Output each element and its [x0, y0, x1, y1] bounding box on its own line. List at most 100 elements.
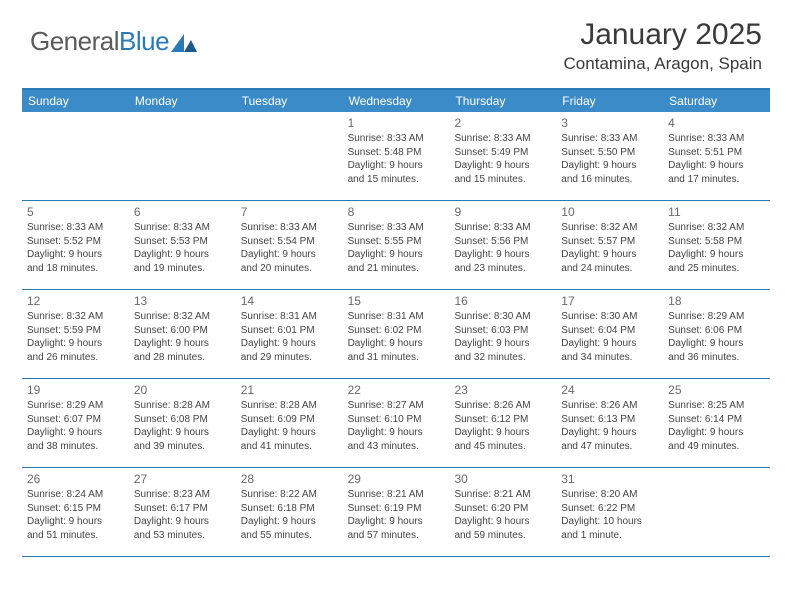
daylight-line-2: and 15 minutes.: [348, 173, 445, 187]
daylight-line-1: Daylight: 9 hours: [454, 426, 551, 440]
day-cell: 15Sunrise: 8:31 AMSunset: 6:02 PMDayligh…: [343, 290, 450, 378]
day-number: 5: [27, 204, 124, 220]
daylight-line-1: Daylight: 9 hours: [561, 426, 658, 440]
sunset-line: Sunset: 6:18 PM: [241, 502, 338, 516]
daylight-line-2: and 25 minutes.: [668, 262, 765, 276]
daylight-line-1: Daylight: 9 hours: [134, 515, 231, 529]
daylight-line-2: and 34 minutes.: [561, 351, 658, 365]
daylight-line-1: Daylight: 9 hours: [561, 159, 658, 173]
day-number: 18: [668, 293, 765, 309]
sunset-line: Sunset: 6:03 PM: [454, 324, 551, 338]
day-number: 16: [454, 293, 551, 309]
day-cell: 28Sunrise: 8:22 AMSunset: 6:18 PMDayligh…: [236, 468, 343, 556]
daylight-line-2: and 16 minutes.: [561, 173, 658, 187]
weekday-tuesday: Tuesday: [236, 90, 343, 112]
day-cell: 17Sunrise: 8:30 AMSunset: 6:04 PMDayligh…: [556, 290, 663, 378]
daylight-line-1: Daylight: 9 hours: [668, 337, 765, 351]
day-number: 27: [134, 471, 231, 487]
day-cell: 1Sunrise: 8:33 AMSunset: 5:48 PMDaylight…: [343, 112, 450, 200]
day-cell: 19Sunrise: 8:29 AMSunset: 6:07 PMDayligh…: [22, 379, 129, 467]
sunrise-line: Sunrise: 8:33 AM: [27, 221, 124, 235]
sunset-line: Sunset: 6:09 PM: [241, 413, 338, 427]
day-cell: 10Sunrise: 8:32 AMSunset: 5:57 PMDayligh…: [556, 201, 663, 289]
daylight-line-1: Daylight: 9 hours: [348, 426, 445, 440]
day-cell: 6Sunrise: 8:33 AMSunset: 5:53 PMDaylight…: [129, 201, 236, 289]
day-number: 2: [454, 115, 551, 131]
sunrise-line: Sunrise: 8:33 AM: [454, 132, 551, 146]
daylight-line-2: and 29 minutes.: [241, 351, 338, 365]
day-number: 26: [27, 471, 124, 487]
day-number: 29: [348, 471, 445, 487]
calendar: SundayMondayTuesdayWednesdayThursdayFrid…: [22, 88, 770, 557]
sunrise-line: Sunrise: 8:31 AM: [241, 310, 338, 324]
day-cell-empty: [22, 112, 129, 200]
day-cell: 11Sunrise: 8:32 AMSunset: 5:58 PMDayligh…: [663, 201, 770, 289]
daylight-line-1: Daylight: 9 hours: [348, 248, 445, 262]
day-cell: 23Sunrise: 8:26 AMSunset: 6:12 PMDayligh…: [449, 379, 556, 467]
day-number: 1: [348, 115, 445, 131]
month-title: January 2025: [564, 18, 762, 52]
sunrise-line: Sunrise: 8:25 AM: [668, 399, 765, 413]
day-cell: 5Sunrise: 8:33 AMSunset: 5:52 PMDaylight…: [22, 201, 129, 289]
weekday-header-row: SundayMondayTuesdayWednesdayThursdayFrid…: [22, 90, 770, 112]
sunrise-line: Sunrise: 8:23 AM: [134, 488, 231, 502]
day-number: 8: [348, 204, 445, 220]
day-cell: 21Sunrise: 8:28 AMSunset: 6:09 PMDayligh…: [236, 379, 343, 467]
daylight-line-1: Daylight: 10 hours: [561, 515, 658, 529]
sunset-line: Sunset: 6:04 PM: [561, 324, 658, 338]
day-number: 3: [561, 115, 658, 131]
sunset-line: Sunset: 6:19 PM: [348, 502, 445, 516]
week-row: 19Sunrise: 8:29 AMSunset: 6:07 PMDayligh…: [22, 379, 770, 468]
sunset-line: Sunset: 6:12 PM: [454, 413, 551, 427]
sunrise-line: Sunrise: 8:30 AM: [561, 310, 658, 324]
week-row: 26Sunrise: 8:24 AMSunset: 6:15 PMDayligh…: [22, 468, 770, 557]
daylight-line-2: and 43 minutes.: [348, 440, 445, 454]
sunrise-line: Sunrise: 8:21 AM: [348, 488, 445, 502]
day-number: 23: [454, 382, 551, 398]
daylight-line-2: and 28 minutes.: [134, 351, 231, 365]
location-text: Contamina, Aragon, Spain: [564, 54, 762, 74]
day-number: 4: [668, 115, 765, 131]
day-cell: 31Sunrise: 8:20 AMSunset: 6:22 PMDayligh…: [556, 468, 663, 556]
daylight-line-2: and 57 minutes.: [348, 529, 445, 543]
sunrise-line: Sunrise: 8:29 AM: [668, 310, 765, 324]
daylight-line-2: and 55 minutes.: [241, 529, 338, 543]
sunrise-line: Sunrise: 8:21 AM: [454, 488, 551, 502]
day-number: 13: [134, 293, 231, 309]
daylight-line-2: and 19 minutes.: [134, 262, 231, 276]
day-cell: 3Sunrise: 8:33 AMSunset: 5:50 PMDaylight…: [556, 112, 663, 200]
sunset-line: Sunset: 6:02 PM: [348, 324, 445, 338]
sunset-line: Sunset: 6:20 PM: [454, 502, 551, 516]
day-cell: 8Sunrise: 8:33 AMSunset: 5:55 PMDaylight…: [343, 201, 450, 289]
day-number: 25: [668, 382, 765, 398]
day-number: 22: [348, 382, 445, 398]
daylight-line-2: and 53 minutes.: [134, 529, 231, 543]
daylight-line-1: Daylight: 9 hours: [348, 159, 445, 173]
week-row: 12Sunrise: 8:32 AMSunset: 5:59 PMDayligh…: [22, 290, 770, 379]
daylight-line-1: Daylight: 9 hours: [454, 159, 551, 173]
sunrise-line: Sunrise: 8:33 AM: [348, 221, 445, 235]
sunrise-line: Sunrise: 8:28 AM: [241, 399, 338, 413]
daylight-line-1: Daylight: 9 hours: [241, 515, 338, 529]
daylight-line-1: Daylight: 9 hours: [561, 337, 658, 351]
sunset-line: Sunset: 6:10 PM: [348, 413, 445, 427]
day-cell: 30Sunrise: 8:21 AMSunset: 6:20 PMDayligh…: [449, 468, 556, 556]
daylight-line-1: Daylight: 9 hours: [668, 159, 765, 173]
sunrise-line: Sunrise: 8:30 AM: [454, 310, 551, 324]
day-number: 19: [27, 382, 124, 398]
sunset-line: Sunset: 5:58 PM: [668, 235, 765, 249]
sunrise-line: Sunrise: 8:31 AM: [348, 310, 445, 324]
sunrise-line: Sunrise: 8:33 AM: [454, 221, 551, 235]
sunrise-line: Sunrise: 8:33 AM: [668, 132, 765, 146]
daylight-line-1: Daylight: 9 hours: [454, 515, 551, 529]
sunset-line: Sunset: 5:57 PM: [561, 235, 658, 249]
day-cell: 18Sunrise: 8:29 AMSunset: 6:06 PMDayligh…: [663, 290, 770, 378]
sunrise-line: Sunrise: 8:32 AM: [27, 310, 124, 324]
day-number: 9: [454, 204, 551, 220]
sunset-line: Sunset: 5:50 PM: [561, 146, 658, 160]
weeks-container: 1Sunrise: 8:33 AMSunset: 5:48 PMDaylight…: [22, 112, 770, 557]
weekday-wednesday: Wednesday: [343, 90, 450, 112]
sunset-line: Sunset: 5:54 PM: [241, 235, 338, 249]
day-number: 7: [241, 204, 338, 220]
sunrise-line: Sunrise: 8:32 AM: [134, 310, 231, 324]
